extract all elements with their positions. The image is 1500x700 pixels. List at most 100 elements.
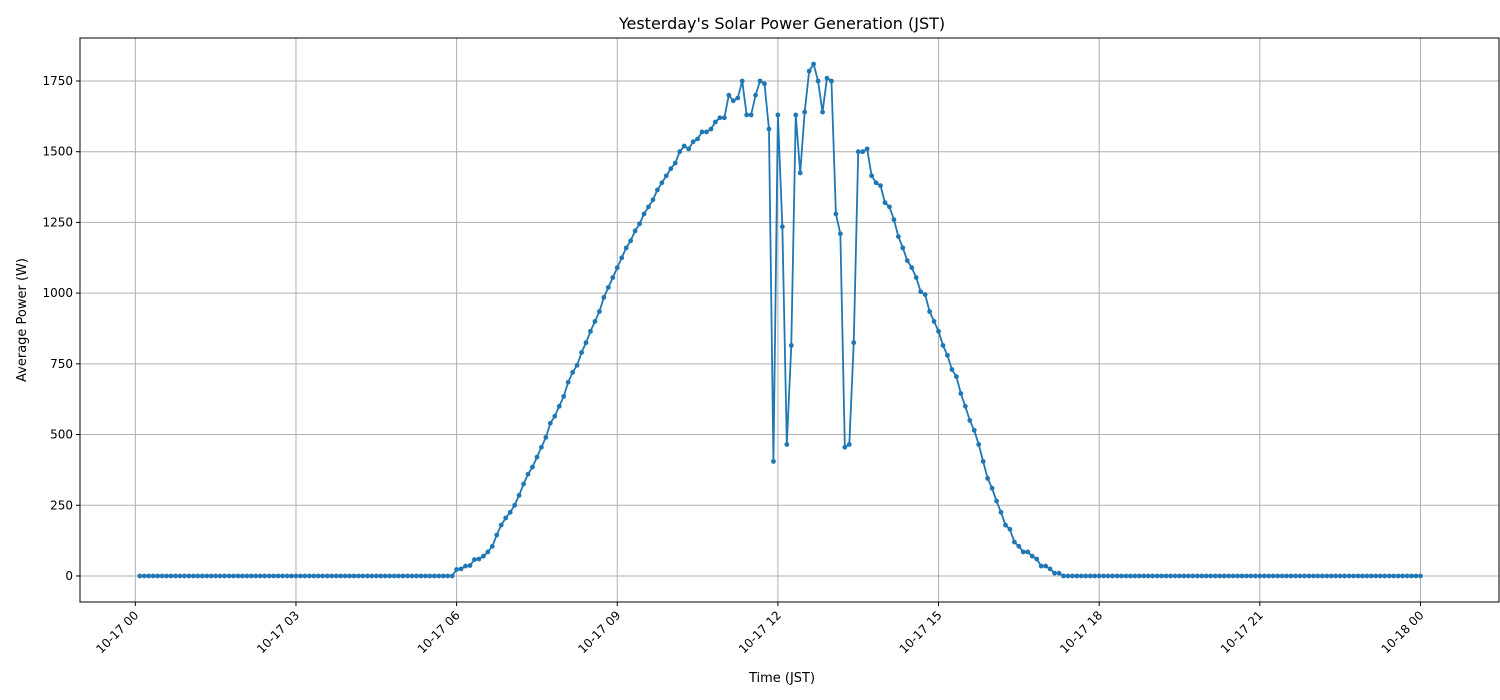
data-point [953, 374, 959, 379]
data-point [976, 442, 982, 447]
data-point [1404, 573, 1410, 579]
data-point [1284, 573, 1289, 579]
data-point [1377, 573, 1383, 579]
data-point [1279, 573, 1285, 579]
plot-frame [79, 37, 1500, 603]
data-point [1150, 573, 1156, 579]
data-point [489, 543, 495, 549]
data-point [378, 573, 384, 579]
data-point [382, 573, 388, 579]
data-point [525, 471, 531, 477]
data-point [771, 459, 776, 464]
data-point [989, 485, 995, 491]
y-tick-label: 1250 [42, 215, 73, 229]
data-point [597, 309, 602, 314]
data-point [1373, 573, 1379, 579]
data-point [1047, 566, 1053, 572]
data-point [463, 563, 468, 569]
data-point [1212, 573, 1218, 579]
data-point [396, 573, 402, 579]
data-point [980, 459, 986, 464]
data-point [1208, 573, 1214, 579]
data-point [1114, 573, 1120, 579]
data-point [1119, 573, 1124, 579]
data-point [1074, 573, 1080, 579]
data-point [931, 319, 937, 324]
data-point [547, 420, 553, 426]
data-point [1288, 573, 1294, 579]
data-point [730, 98, 736, 104]
data-point [1043, 563, 1049, 569]
data-point [985, 475, 991, 481]
data-point [271, 573, 277, 579]
data-point [1181, 573, 1187, 579]
y-tick-label: 1500 [42, 145, 73, 159]
data-point [298, 573, 303, 579]
data-point [275, 573, 281, 579]
data-point [837, 231, 843, 237]
data-point [1136, 573, 1142, 579]
data-point [681, 143, 687, 149]
data-point [1386, 573, 1392, 579]
data-point [748, 112, 754, 118]
data-point [1306, 573, 1312, 579]
data-point [422, 573, 428, 579]
data-point [650, 197, 656, 203]
data-point [811, 61, 816, 67]
data-point [1128, 573, 1133, 579]
data-point [454, 567, 460, 572]
data-point [1395, 573, 1401, 579]
data-point [1092, 573, 1098, 579]
data-point [1302, 573, 1307, 579]
data-point [726, 92, 732, 98]
data-point [356, 573, 361, 579]
data-point [766, 126, 772, 132]
data-point [797, 170, 803, 176]
data-point [1337, 573, 1343, 579]
data-point [1159, 573, 1165, 579]
data-point [570, 369, 576, 375]
data-point [231, 573, 236, 579]
data-point [1034, 556, 1040, 562]
y-tick-label: 0 [65, 569, 73, 583]
data-point [1382, 573, 1388, 579]
data-point [1105, 573, 1111, 579]
data-point [289, 573, 294, 579]
data-point [1020, 549, 1026, 555]
data-point [958, 391, 964, 396]
data-point [190, 573, 196, 579]
data-point [1025, 549, 1031, 555]
data-point [342, 573, 348, 579]
data-point [324, 573, 330, 579]
data-point [829, 78, 834, 84]
data-point [418, 573, 424, 579]
data-point [315, 573, 321, 579]
data-point [182, 573, 187, 579]
data-point [614, 265, 620, 271]
data-point [895, 234, 901, 239]
data-point [704, 129, 709, 135]
data-point [1230, 573, 1236, 579]
data-point [592, 319, 598, 324]
y-tick-label: 1750 [42, 74, 73, 88]
data-point [1101, 573, 1107, 579]
data-point [244, 573, 250, 579]
data-point [306, 573, 312, 579]
data-point [1400, 573, 1406, 579]
data-point [280, 573, 285, 579]
data-point [793, 112, 799, 118]
data-point [945, 352, 950, 358]
data-point [1351, 573, 1356, 579]
data-point [329, 573, 335, 579]
data-point [1003, 522, 1008, 528]
data-point [552, 413, 558, 419]
data-point [556, 403, 562, 409]
data-point [538, 444, 544, 450]
data-point [1346, 573, 1352, 579]
data-point [802, 109, 808, 115]
data-point [1297, 573, 1303, 579]
data-point [173, 573, 178, 579]
data-point [235, 573, 241, 579]
data-point [414, 573, 419, 579]
data-point [936, 328, 941, 334]
